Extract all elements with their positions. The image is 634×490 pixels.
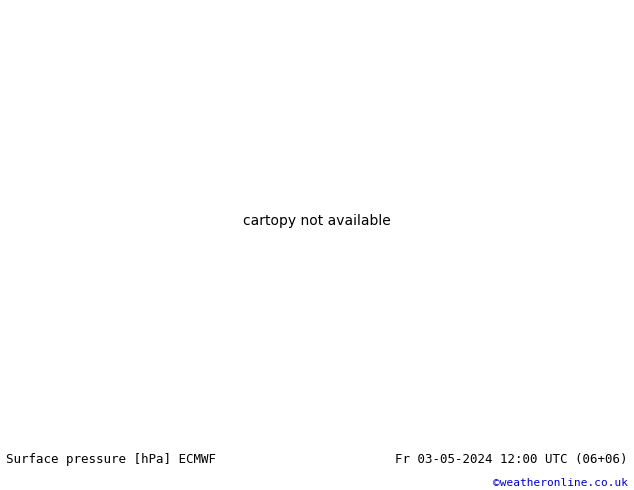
Text: Surface pressure [hPa] ECMWF: Surface pressure [hPa] ECMWF (6, 453, 216, 466)
Text: ©weatheronline.co.uk: ©weatheronline.co.uk (493, 478, 628, 488)
Text: cartopy not available: cartopy not available (243, 214, 391, 227)
Text: Fr 03-05-2024 12:00 UTC (06+06): Fr 03-05-2024 12:00 UTC (06+06) (395, 453, 628, 466)
